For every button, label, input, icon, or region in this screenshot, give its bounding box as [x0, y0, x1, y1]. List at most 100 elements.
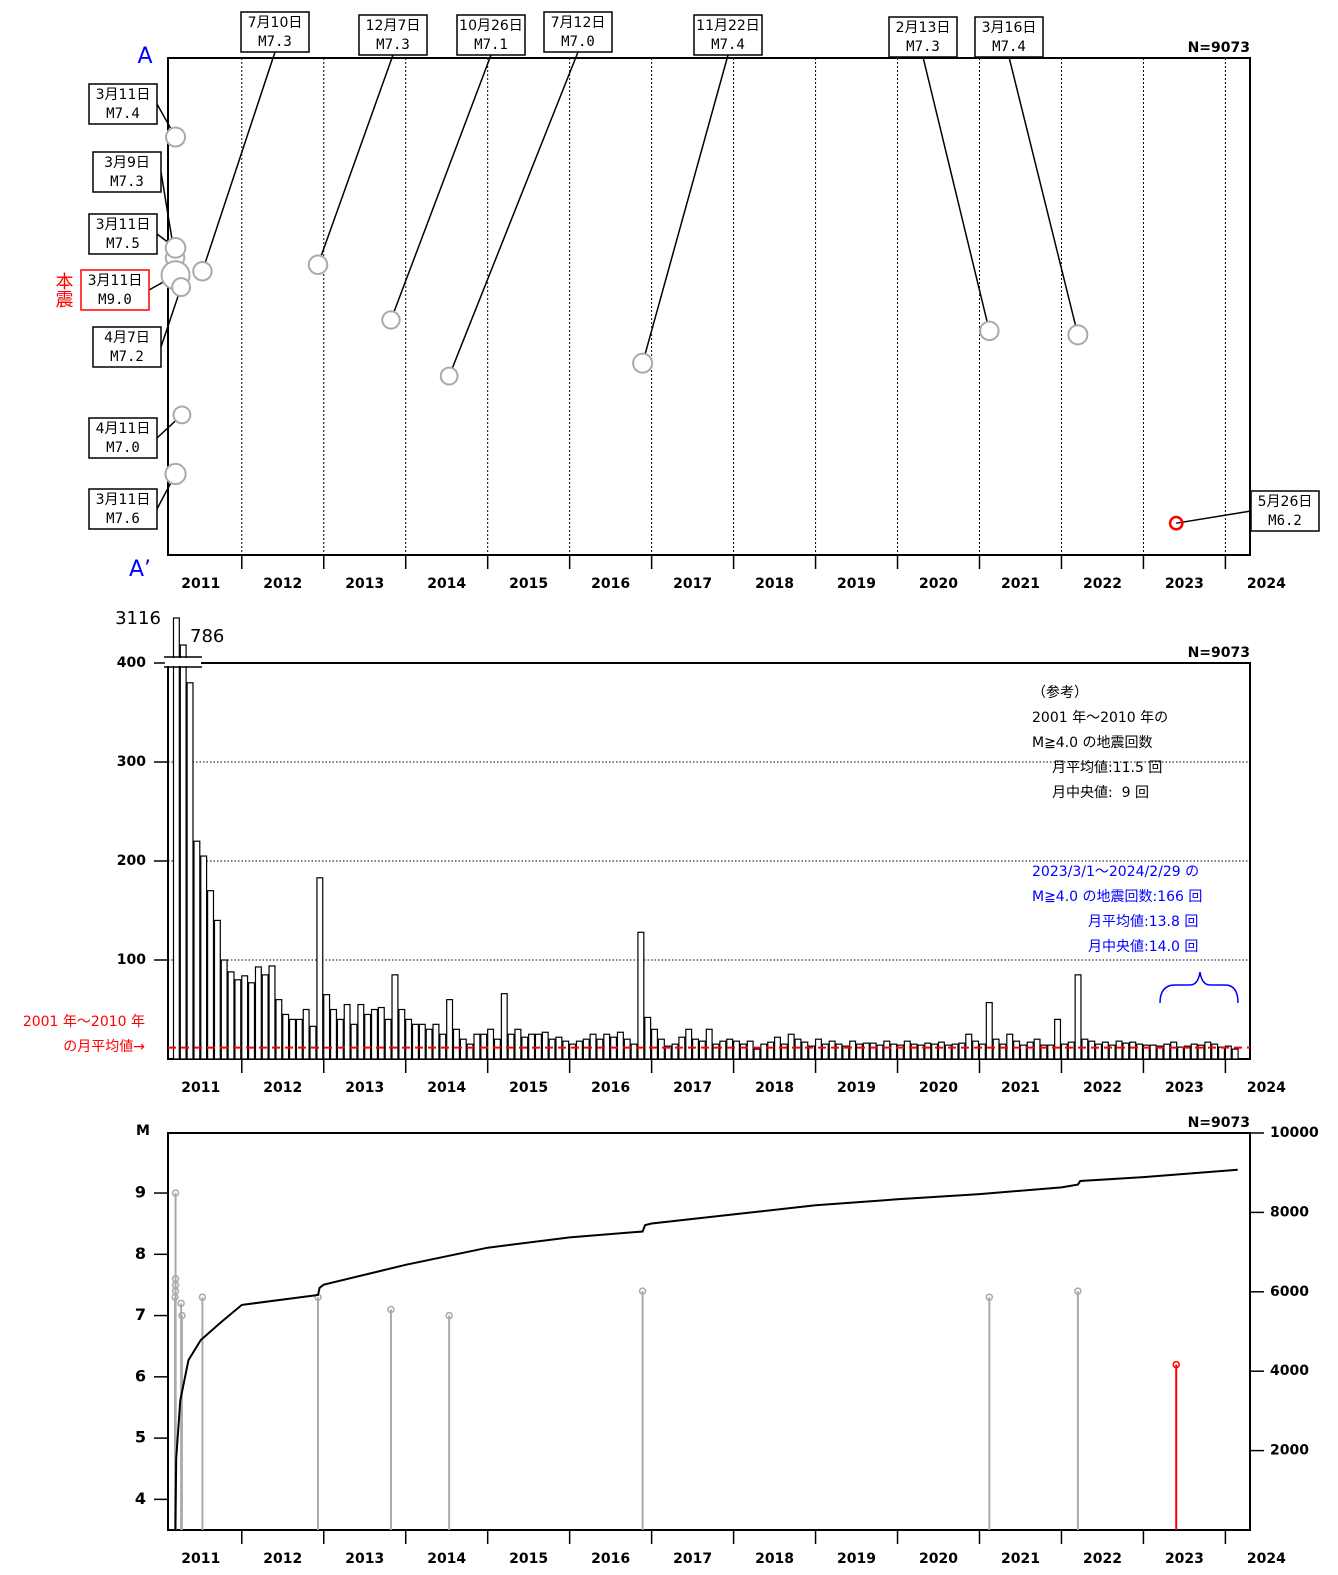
x-tick-label: 2019: [837, 1080, 876, 1096]
bar: [862, 1042, 870, 1060]
label-box: [240, 11, 310, 53]
connector: [201, 51, 276, 272]
x-tick-label: 2018: [755, 576, 794, 592]
bar: [1190, 1043, 1198, 1060]
bar: [651, 1028, 659, 1060]
bar: [685, 1028, 693, 1060]
event-date: 7月12日: [551, 15, 606, 31]
bar: [1019, 1044, 1027, 1060]
x-tick-label: 2015: [509, 1080, 548, 1096]
event-date: 3月11日: [96, 217, 151, 233]
bar: [398, 1008, 406, 1060]
bar: [1211, 1043, 1219, 1060]
bar: [637, 931, 645, 1060]
bar: [835, 1043, 843, 1060]
y-tick-label: 4: [135, 1489, 146, 1508]
x-tick-label: 2013: [345, 1080, 384, 1096]
magnitude-point: [387, 1305, 395, 1314]
bar: [1095, 1043, 1103, 1060]
label-box: [888, 16, 958, 58]
axis-break: [164, 656, 202, 668]
bar: [869, 1042, 877, 1060]
bar: [432, 1023, 440, 1060]
bar: [487, 1028, 495, 1060]
frame: [167, 1132, 1251, 1531]
bar: [1149, 1044, 1157, 1060]
bar: [1040, 1044, 1048, 1060]
event-date: 3月11日: [96, 87, 151, 103]
bar: [1081, 1038, 1089, 1060]
bar: [364, 1013, 372, 1060]
x-tick-label: 2019: [837, 576, 876, 592]
y2-tick-label: 10000: [1270, 1125, 1319, 1141]
x-tick-label: 2016: [591, 1551, 630, 1567]
bar: [548, 1038, 556, 1060]
magnitude-point: [198, 1293, 207, 1301]
x-tick-label: 2022: [1083, 576, 1122, 592]
y-tick-label: 5: [135, 1428, 146, 1447]
cumulative-line: [174, 1168, 1238, 1531]
event-point: [1067, 324, 1089, 346]
x-tick-label: 2022: [1083, 1551, 1122, 1567]
label-box: [693, 14, 763, 56]
bar: [671, 1043, 679, 1060]
event-magnitude: M6.2: [1268, 513, 1302, 529]
frame: [167, 57, 1251, 556]
x-tick-label: 2021: [1001, 1080, 1040, 1096]
label-box: [88, 83, 158, 125]
bar: [275, 998, 283, 1060]
bar: [978, 1043, 986, 1060]
bar: [828, 1040, 836, 1060]
bar: [780, 1043, 788, 1060]
bar: [1129, 1041, 1137, 1060]
label-box: [543, 11, 613, 53]
event-date: 5月26日: [1258, 494, 1313, 510]
x-tick-label: 2024: [1247, 1080, 1286, 1096]
bar: [931, 1043, 939, 1060]
bar: [630, 1043, 638, 1060]
axis-end-label: A: [137, 44, 152, 69]
bar: [316, 877, 324, 1060]
bar: [903, 1040, 911, 1060]
bar: [1122, 1042, 1130, 1060]
bar: [206, 890, 215, 1060]
bar: [1204, 1041, 1212, 1060]
bar: [200, 855, 208, 1060]
x-tick-label: 2011: [181, 1080, 220, 1096]
event-magnitude: M9.0: [98, 292, 132, 308]
event-magnitude: M7.3: [110, 174, 144, 190]
bar: [917, 1044, 925, 1060]
bar: [268, 965, 276, 1060]
bar: [910, 1043, 918, 1060]
event-magnitude: M7.1: [474, 37, 508, 53]
bar: [213, 919, 221, 1060]
recent-note: 2023/3/1～2024/2/29 の: [1032, 864, 1199, 880]
y-tick-label: 100: [117, 952, 146, 968]
bar: [1218, 1046, 1226, 1060]
event-point: [439, 366, 459, 386]
x-tick-label: 2023: [1165, 1551, 1204, 1567]
reference-note: 2001 年～2010 年の: [1032, 710, 1168, 726]
y2-tick-label: 6000: [1270, 1284, 1309, 1300]
bar: [760, 1043, 768, 1060]
note: N=9073: [1188, 40, 1250, 56]
bar: [234, 979, 242, 1060]
event-magnitude: M7.4: [711, 37, 745, 53]
bar: [1033, 1038, 1041, 1060]
bar: [692, 1038, 700, 1060]
label-box: [92, 151, 162, 193]
bar: [664, 1045, 672, 1060]
magnitude-point: [177, 1299, 185, 1308]
bar: [179, 644, 187, 1060]
bar: [452, 1028, 460, 1060]
connector: [160, 286, 182, 348]
bar: [849, 1040, 857, 1060]
bar: [220, 959, 228, 1060]
bar: [1183, 1045, 1191, 1060]
bar: [1224, 1045, 1232, 1060]
event-magnitude: M7.0: [561, 34, 595, 50]
bar: [808, 1045, 816, 1060]
event-date: 4月7日: [104, 330, 150, 346]
bar: [937, 1041, 945, 1060]
bar: [1074, 974, 1082, 1060]
